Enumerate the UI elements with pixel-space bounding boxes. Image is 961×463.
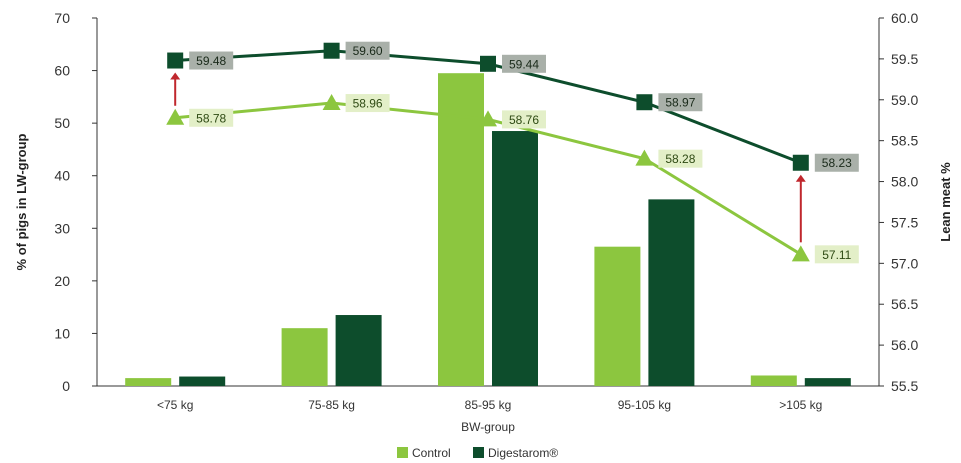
marker-control: [479, 110, 497, 127]
legend-label-control: Control: [412, 446, 451, 460]
data-label-digestarom: 59.60: [353, 44, 383, 58]
marker-control: [166, 108, 185, 125]
left-tick-label: 70: [54, 10, 70, 26]
data-label-box: [345, 41, 390, 60]
left-tick-label: 40: [54, 168, 70, 184]
bars: [125, 73, 851, 386]
x-tick-label: 95-105 kg: [618, 398, 671, 412]
legend-label-digestarom: Digestarom®: [488, 446, 558, 460]
bar-control: [438, 73, 484, 386]
marker-control: [791, 245, 810, 262]
right-tick-label: 58.0: [891, 174, 918, 190]
left-tick-label: 50: [54, 115, 70, 131]
x-tick-label: 85-95 kg: [465, 398, 512, 412]
right-axis-ticks: 55.5 56.0 56.5 57.0 57.5 58.0 58.5 59.0 59.5 60.0: [879, 10, 918, 394]
data-label-box: [814, 245, 859, 264]
right-tick-label: 55.5: [891, 378, 918, 394]
right-tick-label: 56.0: [891, 337, 918, 353]
legend: Control Digestarom®: [397, 446, 558, 460]
data-label-box: [814, 153, 859, 172]
data-label-digestarom: 59.44: [509, 57, 539, 71]
data-label-digestarom: 59.48: [196, 54, 226, 68]
data-label-digestarom: 58.23: [822, 156, 852, 170]
bar-control: [594, 246, 641, 386]
left-tick-label: 10: [54, 325, 70, 341]
left-axis-title: % of pigs in LW-group: [14, 133, 29, 270]
data-label-control: 58.96: [353, 97, 383, 111]
x-tick-label: 75-85 kg: [308, 398, 355, 412]
data-labels: 58.78 58.96 58.76 58.28 57.11 59.48 59.60 59.44…: [189, 41, 859, 264]
annotation-arrows: [170, 72, 806, 243]
x-tick-label: <75 kg: [157, 398, 193, 412]
left-tick-label: 20: [54, 273, 70, 289]
bar-control: [281, 328, 328, 386]
bar-digestarom: [335, 315, 382, 386]
data-label-box: [658, 93, 703, 112]
data-label-control: 57.11: [822, 248, 851, 262]
data-label-control: 58.28: [665, 152, 695, 166]
right-tick-label: 56.5: [891, 296, 918, 312]
data-label-box: [502, 54, 546, 73]
left-tick-label: 30: [54, 220, 70, 236]
x-axis-title: BW-group: [461, 420, 515, 434]
bar-digestarom: [804, 378, 851, 386]
data-label-control: 58.78: [196, 111, 226, 125]
right-axis-title: Lean meat %: [938, 162, 953, 242]
right-tick-label: 60.0: [891, 10, 918, 26]
marker-digestarom: [792, 154, 809, 171]
arrow-head: [795, 174, 806, 182]
right-tick-label: 57.5: [891, 214, 918, 230]
data-label-box: [189, 51, 234, 70]
bar-digestarom: [648, 199, 695, 386]
right-tick-label: 59.5: [891, 51, 918, 67]
left-tick-label: 60: [54, 63, 70, 79]
legend-swatch-control: [397, 447, 408, 458]
legend-swatch-digestarom: [473, 447, 484, 458]
marker-control: [635, 149, 654, 166]
right-tick-label: 59.0: [891, 92, 918, 108]
markers: [166, 42, 810, 262]
right-tick-label: 57.0: [891, 255, 918, 271]
bar-control: [125, 378, 172, 386]
marker-control: [322, 94, 341, 111]
bar-digestarom: [492, 131, 538, 386]
bar-digestarom: [179, 376, 226, 386]
x-tick-label: >105 kg: [779, 398, 822, 412]
data-label-box: [502, 110, 546, 129]
right-tick-label: 58.5: [891, 133, 918, 149]
left-tick-label: 0: [62, 378, 70, 394]
data-label-control: 58.76: [509, 113, 539, 127]
data-label-box: [345, 94, 390, 113]
marker-digestarom: [167, 52, 184, 69]
marker-digestarom: [323, 42, 340, 59]
arrow-head: [170, 72, 181, 80]
marker-digestarom: [636, 94, 653, 111]
left-axis-ticks: 0 10 20 30 40 50 60 70: [54, 10, 97, 394]
x-axis-ticks: <75 kg 75-85 kg 85-95 kg 95-105 kg >105 kg: [157, 398, 822, 412]
lines: [175, 49, 802, 256]
bar-control: [750, 375, 797, 386]
data-label-box: [189, 108, 234, 127]
marker-digestarom: [480, 55, 496, 72]
data-label-digestarom: 58.97: [665, 96, 695, 110]
data-label-box: [658, 149, 703, 168]
